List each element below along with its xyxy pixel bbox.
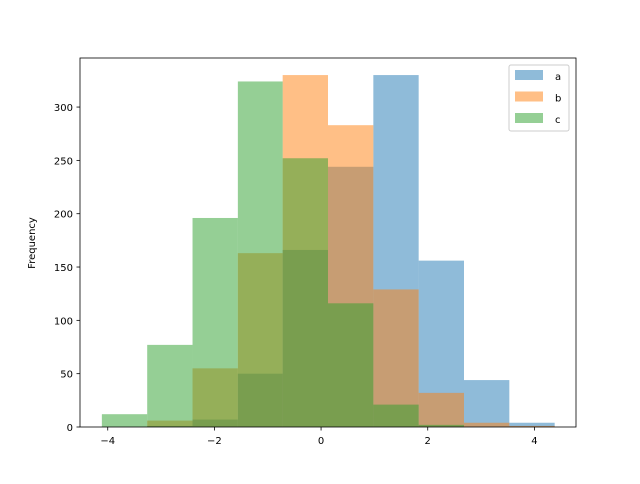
legend-label-c: c [555, 115, 561, 126]
y-axis: 0 50 100 150 200 250 300 [54, 103, 80, 434]
legend-swatch-c [515, 113, 543, 123]
bar-b-9 [509, 425, 555, 427]
bar-a-8 [464, 380, 510, 427]
y-tick-label: 50 [60, 370, 73, 381]
y-tick-label: 150 [54, 263, 73, 274]
bar-c-4 [282, 158, 328, 428]
legend-swatch-b [515, 91, 543, 102]
bars-layer [101, 75, 555, 428]
bar-c-2 [192, 217, 238, 427]
bar-b-8 [464, 422, 510, 427]
legend-label-a: a [555, 72, 561, 83]
bar-b-6 [373, 289, 419, 427]
legend-swatch-a [515, 70, 543, 80]
bar-a-9 [509, 422, 555, 427]
bar-b-7 [418, 392, 464, 427]
bar-c-0 [101, 414, 148, 427]
y-tick-label: 200 [54, 210, 73, 221]
y-tick-label: 0 [67, 423, 73, 434]
y-tick-label: 250 [54, 156, 73, 167]
x-tick-label: 2 [425, 436, 431, 447]
legend: abc [508, 64, 570, 132]
x-tick-label: −4 [100, 436, 115, 447]
bar-c-3 [237, 81, 283, 427]
x-tick-label: 4 [531, 436, 537, 447]
x-tick-label: 0 [318, 436, 324, 447]
axes-frame [79, 57, 577, 428]
x-axis: −4 −2 0 2 4 [100, 427, 538, 447]
bar-c-7 [418, 424, 464, 427]
bar-c-5 [328, 303, 374, 427]
bar-c-6 [373, 404, 419, 427]
y-tick-label: 300 [54, 103, 73, 114]
y-tick-label: 100 [54, 316, 73, 327]
bar-c-1 [147, 344, 193, 427]
y-axis-label: Frequency [27, 217, 38, 269]
legend-label-b: b [555, 94, 561, 105]
x-tick-label: −2 [207, 436, 222, 447]
